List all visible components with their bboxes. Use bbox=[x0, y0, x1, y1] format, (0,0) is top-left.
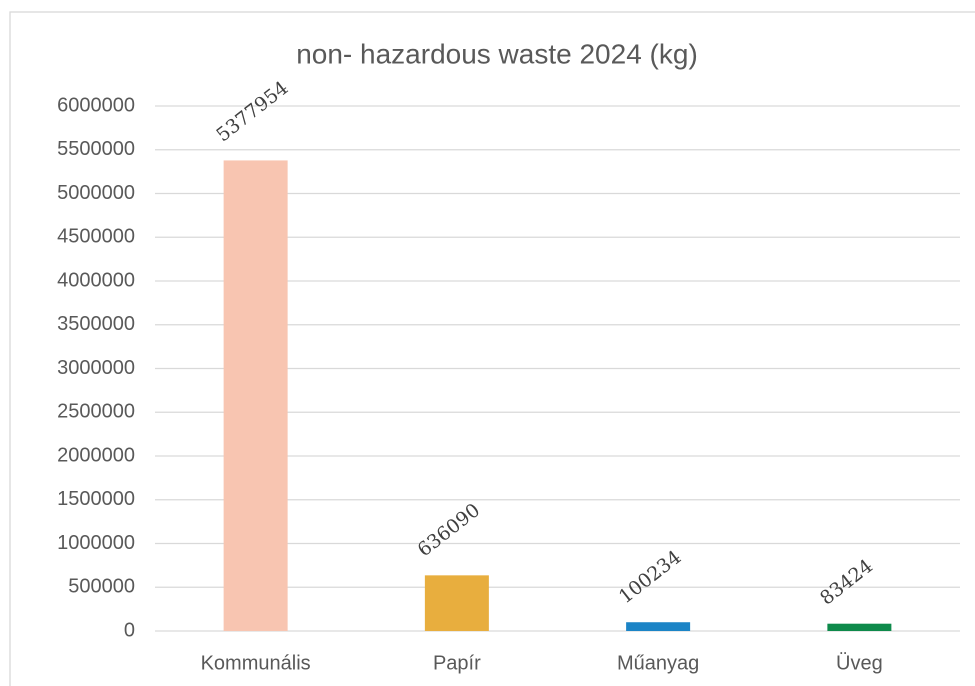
x-tick-label: Üveg bbox=[836, 652, 883, 674]
y-tick-label: 2500000 bbox=[57, 401, 135, 423]
y-tick-label: 2000000 bbox=[57, 444, 135, 466]
y-tick-label: 1500000 bbox=[57, 488, 135, 510]
x-tick-label: Kommunális bbox=[201, 652, 311, 674]
y-tick-label: 4000000 bbox=[57, 269, 135, 291]
bar bbox=[223, 160, 288, 632]
y-tick-label: 1000000 bbox=[57, 532, 135, 554]
y-tick-label: 4500000 bbox=[57, 226, 135, 248]
y-tick-label: 6000000 bbox=[57, 94, 135, 116]
bar bbox=[424, 575, 489, 631]
y-tick-label: 0 bbox=[124, 619, 135, 641]
y-tick-label: 5000000 bbox=[57, 182, 135, 204]
y-tick-label: 3000000 bbox=[57, 357, 135, 379]
chart-border bbox=[9, 11, 975, 686]
y-tick-label: 5500000 bbox=[57, 138, 135, 160]
x-tick-label: Műanyag bbox=[617, 652, 699, 674]
bar bbox=[626, 622, 691, 631]
y-tick-label: 500000 bbox=[68, 576, 135, 598]
bar bbox=[827, 623, 892, 631]
chart-title: non- hazardous waste 2024 (kg) bbox=[296, 38, 698, 69]
x-tick-label: Papír bbox=[433, 652, 481, 674]
y-tick-label: 3500000 bbox=[57, 313, 135, 335]
